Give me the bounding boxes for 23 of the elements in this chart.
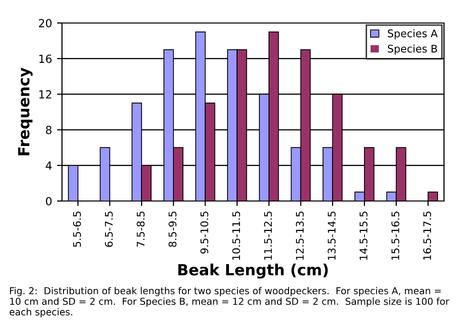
x-tick-label: 5.5-6.5	[73, 212, 81, 247]
x-tick-label: 14.5-15.5	[360, 212, 368, 260]
x-tick-label: 9.5-10.5	[200, 212, 208, 254]
y-axis-title: Frequency	[18, 68, 33, 156]
y-tick-label: 12	[39, 90, 52, 98]
caption: Fig. 2: Distribution of beak lengths for two species of woodpeckers. For species A, mean = 10 cm and SD = 2 cm. For Species B, mean = 12 cm and SD = 2 cm. Sample size is 100 for each species.	[10, 287, 450, 318]
legend-label: Species A	[388, 29, 438, 40]
y-tick-label: 16	[39, 54, 52, 63]
x-tick-label: 13.5-14.5	[328, 212, 336, 260]
y-tick-label: 0	[46, 196, 52, 206]
x-tick-label: 12.5-13.5	[296, 212, 304, 260]
y-tick-label: 20	[38, 18, 52, 28]
x-tick-label: 15.5-16.5	[391, 212, 400, 260]
x-tick-label: 8.5-9.5	[168, 212, 176, 247]
x-tick-label: 10.5-11.5	[232, 212, 240, 260]
x-tick-label: 16.5-17.5	[423, 212, 432, 260]
x-tick-label: 11.5-12.5	[264, 212, 272, 260]
legend-label: Species B	[388, 44, 438, 55]
x-tick-label: 7.5-8.5	[136, 212, 145, 247]
y-tick-label: 8	[46, 126, 52, 134]
x-tick-label: 6.5-7.5	[104, 212, 113, 247]
x-axis-title: Beak Length (cm)	[178, 264, 328, 279]
y-tick-label: 4	[46, 162, 52, 170]
